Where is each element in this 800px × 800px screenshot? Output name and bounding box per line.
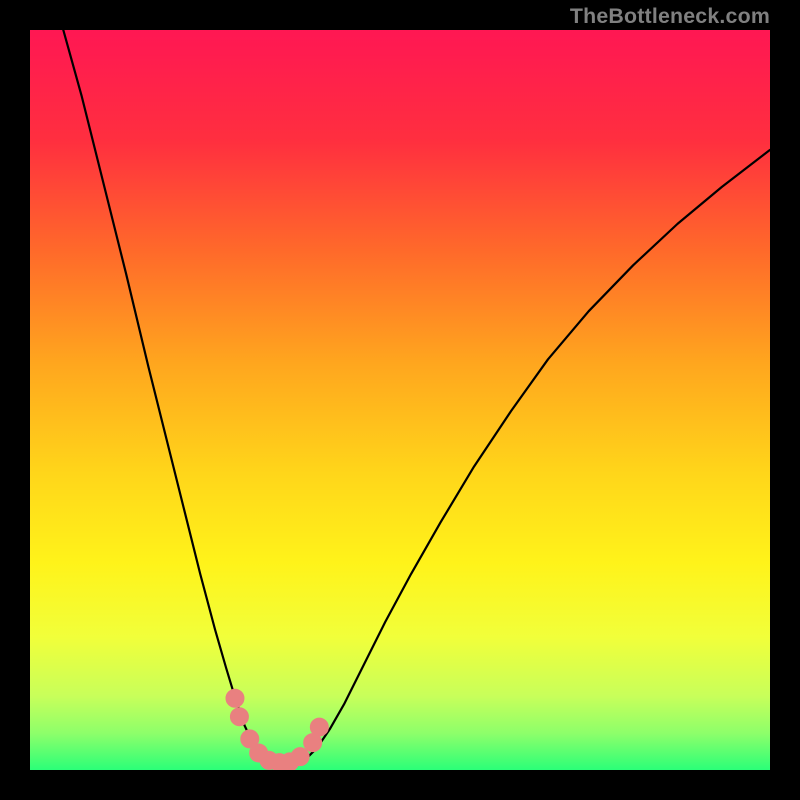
plot-area bbox=[30, 30, 770, 770]
marker-dot bbox=[230, 708, 248, 726]
bottom-marker-dots bbox=[226, 689, 328, 770]
marker-dot bbox=[291, 748, 309, 766]
bottleneck-curve bbox=[63, 30, 770, 768]
curve-overlay bbox=[30, 30, 770, 770]
marker-dot bbox=[226, 689, 244, 707]
marker-dot bbox=[310, 718, 328, 736]
chart-root: TheBottleneck.com bbox=[0, 0, 800, 800]
watermark-text: TheBottleneck.com bbox=[570, 4, 770, 29]
